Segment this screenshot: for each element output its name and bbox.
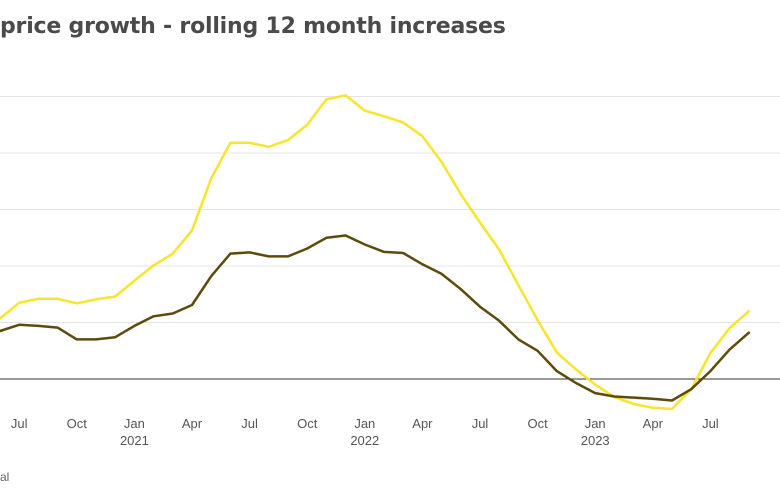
x-tick-label-12: Jul	[702, 416, 719, 431]
x-year-label-2: 2021	[120, 433, 149, 448]
x-tick-label-11: Apr	[643, 416, 664, 431]
x-tick-label-9: Oct	[527, 416, 548, 431]
x-year-label-10: 2023	[581, 433, 610, 448]
x-year-label-6: 2022	[350, 433, 379, 448]
x-tick-label-3: Apr	[182, 416, 203, 431]
x-tick-label-1: Oct	[67, 416, 88, 431]
series-2-line	[0, 234, 751, 402]
series-lines	[0, 94, 751, 411]
x-axis-ticks: Jul Oct Jan 2021 Apr Jul Oct Jan 2022 Apr Jul Oct Ja…	[11, 416, 719, 448]
x-tick-label-0: Jul	[11, 416, 28, 431]
x-tick-label-5: Oct	[297, 416, 318, 431]
chart-title: price growth - rolling 12 month increase…	[0, 14, 506, 39]
x-tick-label-2: Jan	[124, 416, 145, 431]
x-tick-label-7: Apr	[412, 416, 433, 431]
source-note: al	[0, 470, 10, 484]
x-tick-label-4: Jul	[241, 416, 258, 431]
x-tick-label-6: Jan	[354, 416, 375, 431]
series-1-line	[0, 94, 751, 411]
x-tick-label-10: Jan	[585, 416, 606, 431]
x-tick-label-8: Jul	[472, 416, 489, 431]
gridlines	[0, 96, 780, 323]
